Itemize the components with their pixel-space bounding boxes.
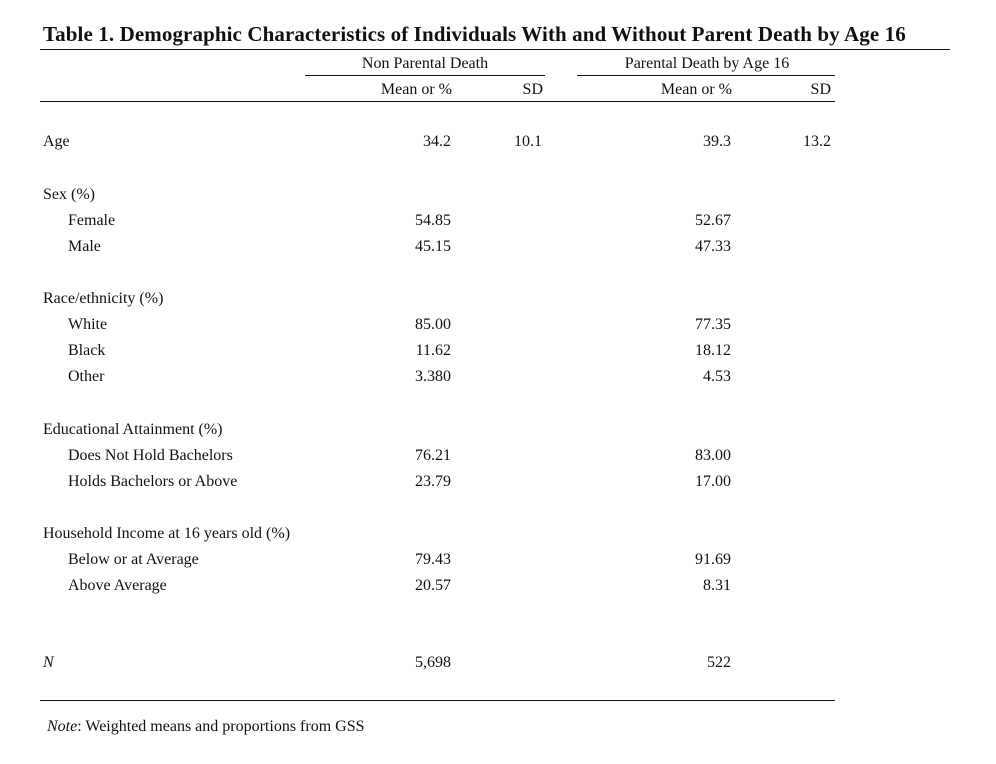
cell-below-average-mean-parental: 91.69 — [695, 551, 731, 568]
group-header-non-parental: Non Parental Death — [361, 55, 489, 72]
cell-age-sd-non-parental: 10.1 — [514, 133, 542, 150]
section-label-sex: Sex (%) — [43, 186, 95, 203]
cell-no-bachelors-mean-parental: 83.00 — [695, 447, 731, 464]
cell-other-mean-parental: 4.53 — [703, 368, 731, 385]
header-rule — [40, 101, 835, 102]
col-header-mean-parental: Mean or % — [660, 81, 732, 98]
cell-black-mean-parental: 18.12 — [695, 342, 731, 359]
group-rule-parental — [577, 75, 835, 76]
group-header-parental: Parental Death by Age 16 — [624, 55, 790, 72]
cell-black-mean-non-parental: 11.62 — [415, 342, 451, 359]
cell-age-mean-parental: 39.3 — [703, 133, 731, 150]
cell-above-average-mean-non-parental: 20.57 — [415, 577, 451, 594]
row-label-bachelors: Holds Bachelors or Above — [68, 473, 238, 490]
row-label-no-bachelors: Does Not Hold Bachelors — [68, 447, 233, 464]
section-label-income: Household Income at 16 years old (%) — [43, 525, 291, 542]
row-label-male: Male — [68, 238, 101, 255]
row-label-below-average: Below or at Average — [68, 551, 199, 568]
row-label-age: Age — [43, 133, 70, 150]
cell-above-average-mean-parental: 8.31 — [703, 577, 731, 594]
cell-n-non-parental: 5,698 — [415, 654, 451, 671]
note-label: Note — [47, 718, 78, 735]
section-label-race: Race/ethnicity (%) — [43, 290, 164, 307]
cell-other-mean-non-parental: 3.380 — [415, 368, 451, 385]
row-label-n: N — [43, 654, 54, 671]
cell-below-average-mean-non-parental: 79.43 — [415, 551, 451, 568]
table-note: Note: Weighted means and proportions fro… — [47, 717, 365, 737]
cell-age-sd-parental: 13.2 — [803, 133, 831, 150]
cell-bachelors-mean-parental: 17.00 — [695, 473, 731, 490]
row-label-above-average: Above Average — [68, 577, 167, 594]
col-header-sd-parental: SD — [810, 81, 831, 98]
group-rule-non-parental — [305, 75, 545, 76]
row-label-female: Female — [68, 212, 116, 229]
row-label-other: Other — [68, 368, 105, 385]
note-text: : Weighted means and proportions from GS… — [77, 718, 365, 735]
cell-white-mean-parental: 77.35 — [695, 316, 731, 333]
cell-male-mean-non-parental: 45.15 — [415, 238, 451, 255]
cell-bachelors-mean-non-parental: 23.79 — [415, 473, 451, 490]
cell-no-bachelors-mean-non-parental: 76.21 — [415, 447, 451, 464]
cell-white-mean-non-parental: 85.00 — [415, 316, 451, 333]
cell-n-parental: 522 — [707, 654, 731, 671]
cell-female-mean-non-parental: 54.85 — [415, 212, 451, 229]
row-label-black: Black — [68, 342, 106, 359]
bottom-rule — [40, 700, 835, 701]
row-label-white: White — [68, 316, 108, 333]
cell-male-mean-parental: 47.33 — [695, 238, 731, 255]
table-title: Table 1. Demographic Characteristics of … — [43, 22, 906, 46]
cell-female-mean-parental: 52.67 — [695, 212, 731, 229]
cell-age-mean-non-parental: 34.2 — [423, 133, 451, 150]
section-label-education: Educational Attainment (%) — [43, 421, 223, 438]
col-header-sd-non-parental: SD — [522, 81, 543, 98]
title-rule — [40, 49, 950, 50]
col-header-mean-non-parental: Mean or % — [380, 81, 452, 98]
